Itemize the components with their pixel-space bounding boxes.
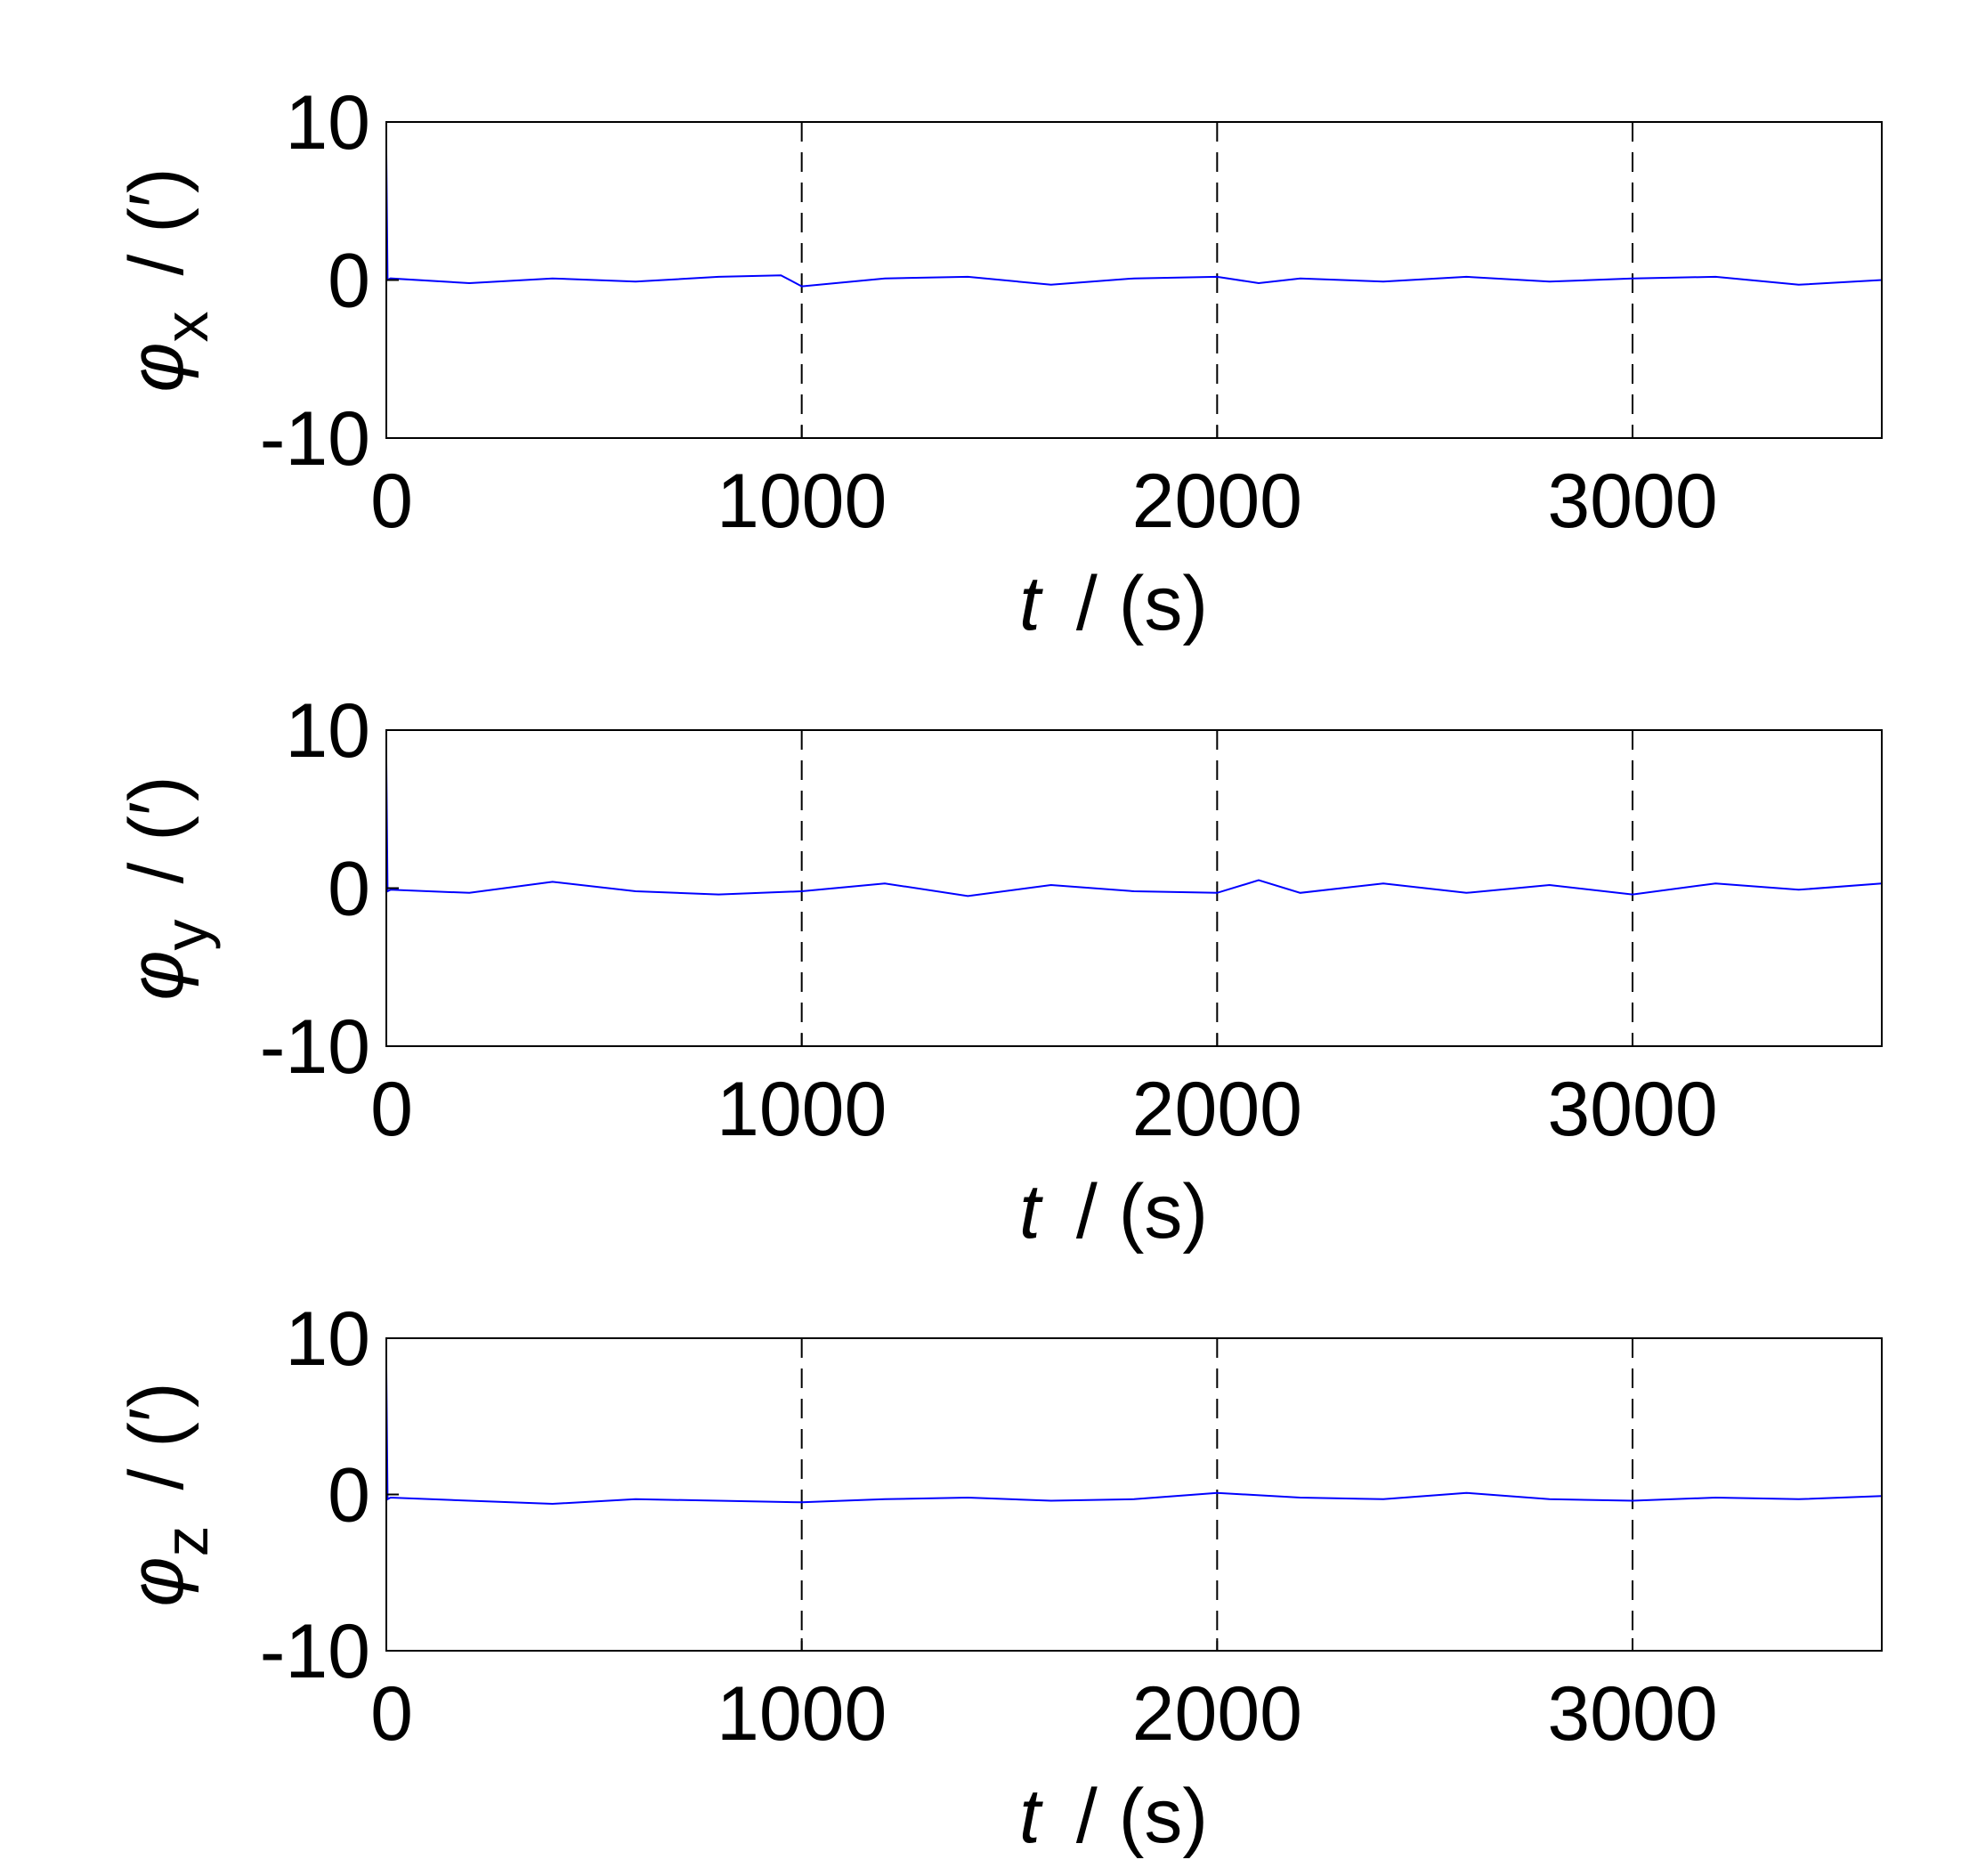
- y-tick-label: 10: [285, 80, 370, 166]
- y-tick-label: 10: [285, 688, 370, 774]
- x-tick-label: 1000: [717, 459, 887, 544]
- y-tick-label: 0: [328, 239, 370, 324]
- y-axis-label: φx/ (′): [114, 167, 221, 392]
- series-line-phi_x: [385, 153, 1883, 288]
- series-line-phi_z: [385, 1369, 1883, 1506]
- y-axis-label: φy/ (′): [114, 776, 221, 1000]
- x-tick-label: 0: [370, 1067, 413, 1152]
- y-tick-label: 0: [328, 847, 370, 932]
- x-tick-label: 3000: [1547, 1067, 1717, 1152]
- y-tick-label: 10: [285, 1296, 370, 1382]
- x-tick-label: 1000: [717, 1067, 887, 1152]
- y-axis-label: φz/ (′): [114, 1382, 221, 1606]
- x-tick-label: 0: [370, 1671, 413, 1757]
- y-tick-label: -10: [260, 1004, 370, 1090]
- axes-box: [385, 1337, 1883, 1652]
- x-tick-label: 0: [370, 459, 413, 544]
- y-tick-label: 0: [328, 1453, 370, 1539]
- y-tick-label: -10: [260, 1609, 370, 1694]
- x-tick-label: 1000: [717, 1671, 887, 1757]
- y-tick-label: -10: [260, 396, 370, 482]
- x-axis-label: t / (s): [1019, 1774, 1208, 1859]
- x-axis-label: t / (s): [1019, 1169, 1208, 1255]
- x-axis-label: t / (s): [1019, 561, 1208, 646]
- x-tick-label: 2000: [1132, 459, 1302, 544]
- x-tick-label: 3000: [1547, 459, 1717, 544]
- x-tick-label: 2000: [1132, 1671, 1302, 1757]
- x-tick-label: 2000: [1132, 1067, 1302, 1152]
- series-line-phi_y: [385, 761, 1883, 897]
- x-tick-label: 3000: [1547, 1671, 1717, 1757]
